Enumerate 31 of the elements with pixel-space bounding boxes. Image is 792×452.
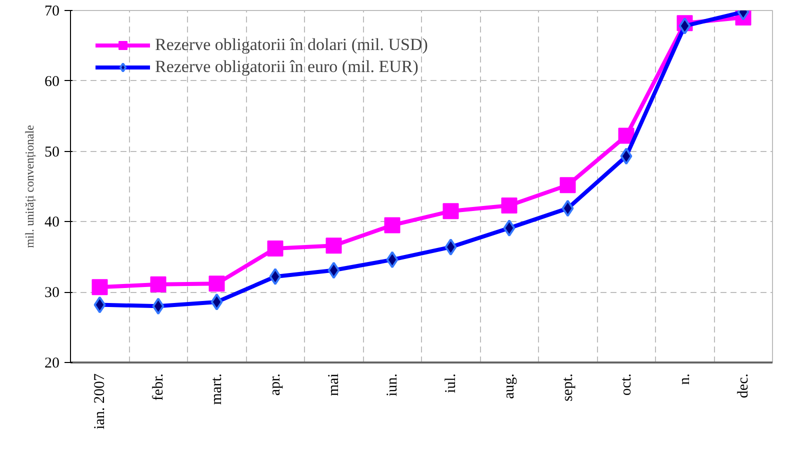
x-tick-label: iun. bbox=[384, 373, 400, 396]
y-tick-label: 30 bbox=[44, 285, 60, 302]
point bbox=[267, 240, 284, 256]
x-tick-label: aug. bbox=[501, 373, 518, 399]
y-tick-label: 50 bbox=[44, 144, 60, 160]
x-tick-label: sept. bbox=[560, 373, 576, 402]
x-tick-label: oct. bbox=[618, 373, 634, 396]
x-tick-label: apr. bbox=[267, 373, 284, 396]
point bbox=[208, 276, 225, 292]
point bbox=[560, 177, 576, 194]
y-axis-title: mil. unități convenționale bbox=[22, 125, 36, 248]
point bbox=[442, 203, 459, 220]
legend-label: Rezerve obligatorii în euro (mil. EUR) bbox=[155, 57, 418, 77]
y-tick-label: 60 bbox=[44, 74, 60, 90]
point bbox=[150, 276, 166, 292]
point bbox=[618, 128, 634, 144]
x-tick-label: dec. bbox=[735, 373, 752, 398]
point bbox=[92, 279, 108, 296]
x-tick-label: mai bbox=[326, 373, 342, 396]
x-tick-label: mart. bbox=[208, 373, 225, 405]
x-tick-label: iul. bbox=[442, 373, 459, 394]
y-tick-label: 20 bbox=[44, 356, 60, 372]
x-tick-label: n. bbox=[676, 374, 693, 385]
legend-label: Rezerve obligatorii în dolari (mil. USD) bbox=[155, 35, 428, 55]
point bbox=[501, 198, 518, 214]
point bbox=[326, 238, 342, 254]
x-tick-label: febr. bbox=[150, 373, 166, 401]
y-tick-label: 70 bbox=[44, 4, 60, 20]
point bbox=[384, 217, 400, 234]
x-tick-label: ian. 2007 bbox=[92, 373, 108, 430]
y-tick-label: 40 bbox=[44, 214, 60, 231]
